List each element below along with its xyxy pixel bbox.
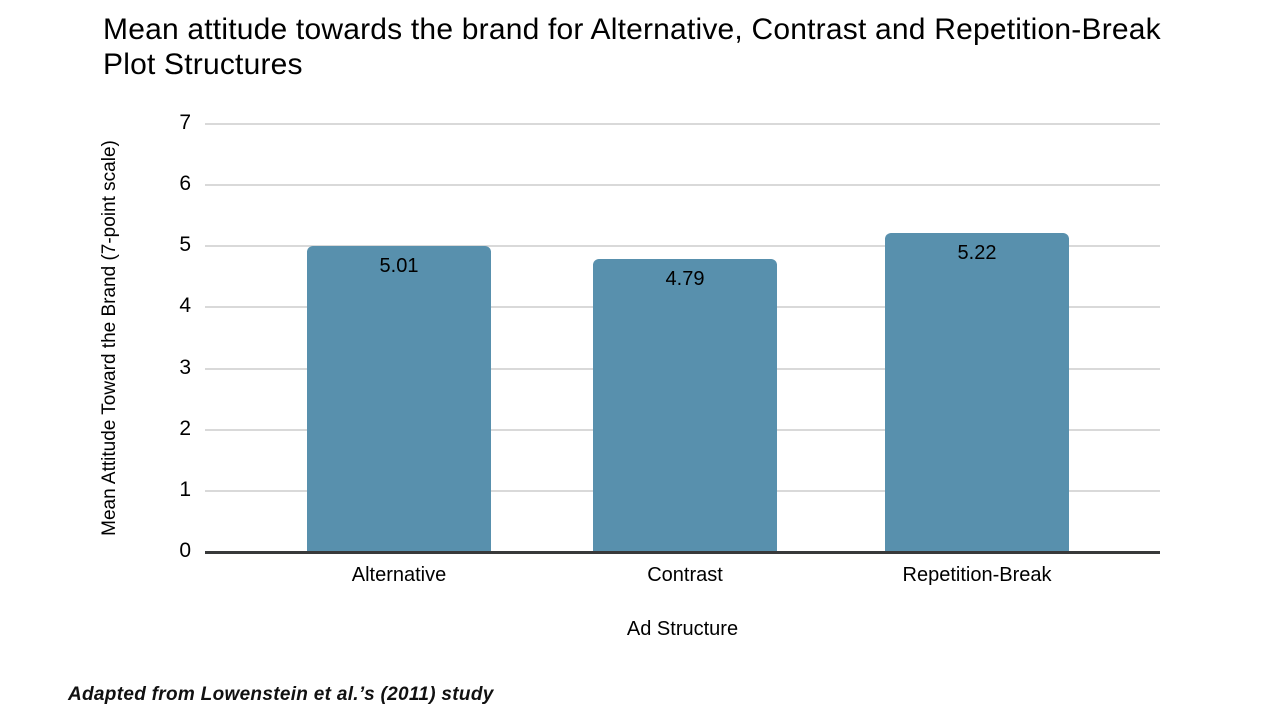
y-axis-title: Mean Attitude Toward the Brand (7-point … [99, 140, 120, 536]
y-tick-label: 1 [179, 477, 191, 501]
x-axis-line [205, 551, 1160, 554]
x-category-label: Contrast [647, 564, 723, 586]
plot-area: Mean Attitude Toward the Brand (7-point … [99, 111, 1160, 640]
y-tick-label: 5 [179, 233, 191, 257]
y-tick-label: 4 [179, 294, 191, 318]
x-category-label: Repetition-Break [902, 564, 1052, 586]
bar-value-label: 5.22 [957, 241, 997, 264]
y-tick-label: 2 [179, 416, 191, 440]
y-tick-label: 3 [179, 355, 191, 379]
gridline [205, 245, 1160, 248]
chart-title: Mean attitude towards the brand for Alte… [103, 13, 1161, 81]
y-tick-label: 6 [179, 172, 191, 196]
gridline [205, 184, 1160, 187]
y-tick-label: 0 [179, 539, 191, 562]
attribution-note: Adapted from Lowenstein et al.’s (2011) … [68, 684, 494, 705]
gridline [205, 123, 1160, 125]
bar-value-label: 4.79 [665, 268, 705, 291]
y-tick-label: 7 [179, 111, 191, 134]
bar-alternative: 5.01 [307, 245, 491, 552]
bar-contrast: 4.79 [593, 259, 777, 552]
bar-value-label: 5.01 [379, 254, 419, 277]
x-category-label: Alternative [351, 564, 447, 586]
bar-repetition-break: 5.22 [885, 232, 1069, 552]
x-axis-title: Ad Structure [626, 618, 739, 640]
